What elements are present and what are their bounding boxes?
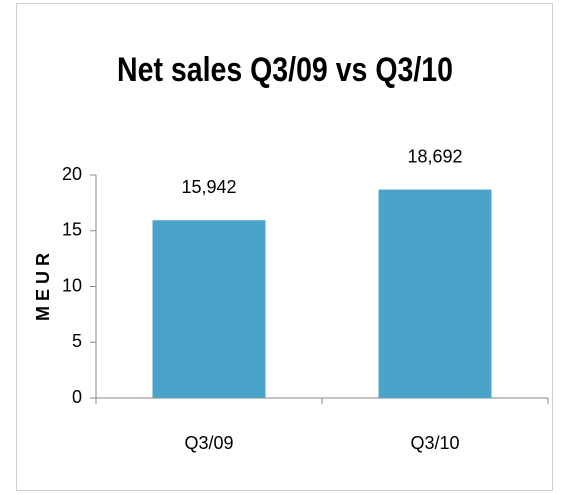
y-tick-label: 5	[72, 331, 82, 351]
y-tick-label: 0	[72, 387, 82, 407]
bar	[378, 189, 492, 398]
y-axis-label: M E U R	[33, 253, 53, 321]
data-label: 18,692	[407, 146, 462, 166]
chart-title: Net sales Q3/09 vs Q3/10	[117, 51, 453, 89]
y-tick-label: 10	[62, 275, 82, 295]
bar	[152, 220, 266, 398]
y-tick-label: 20	[62, 164, 82, 184]
y-tick-label: 15	[62, 220, 82, 240]
x-tick-label: Q3/09	[184, 433, 233, 453]
data-label: 15,942	[181, 177, 236, 197]
x-tick-label: Q3/10	[410, 433, 459, 453]
